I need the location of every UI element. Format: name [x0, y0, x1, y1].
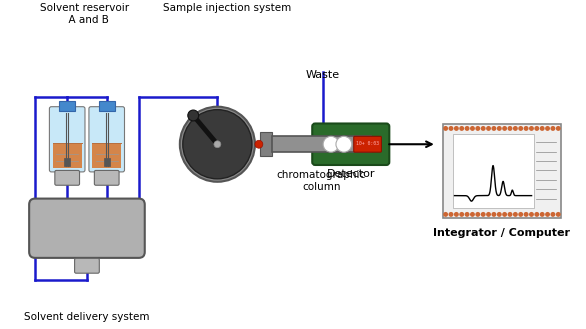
Circle shape: [550, 212, 556, 217]
Circle shape: [534, 126, 539, 131]
FancyBboxPatch shape: [312, 123, 389, 165]
Circle shape: [454, 212, 459, 217]
Circle shape: [183, 110, 252, 179]
Circle shape: [529, 212, 534, 217]
Bar: [59, 101, 75, 111]
Circle shape: [497, 212, 502, 217]
Bar: [104, 158, 110, 166]
Text: chromatographic
column: chromatographic column: [277, 170, 366, 191]
Bar: [64, 158, 70, 166]
FancyBboxPatch shape: [49, 107, 85, 172]
FancyBboxPatch shape: [354, 136, 381, 152]
Text: Sample injection system: Sample injection system: [163, 3, 291, 13]
Bar: [370, 132, 383, 156]
Circle shape: [540, 212, 544, 217]
Circle shape: [524, 212, 529, 217]
Circle shape: [214, 141, 221, 148]
Circle shape: [470, 212, 475, 217]
Circle shape: [513, 212, 518, 217]
Circle shape: [518, 212, 523, 217]
Circle shape: [545, 126, 550, 131]
Circle shape: [502, 126, 507, 131]
Circle shape: [448, 212, 454, 217]
Circle shape: [545, 212, 550, 217]
Text: Integrator / Computer: Integrator / Computer: [434, 228, 570, 238]
Circle shape: [497, 126, 502, 131]
Bar: [93, 143, 121, 168]
Circle shape: [443, 126, 448, 131]
Circle shape: [507, 212, 513, 217]
Circle shape: [323, 136, 339, 152]
Circle shape: [188, 110, 199, 121]
Circle shape: [443, 212, 448, 217]
Text: Detector: Detector: [326, 169, 375, 179]
Circle shape: [465, 126, 469, 131]
Circle shape: [475, 212, 481, 217]
Circle shape: [481, 126, 486, 131]
Circle shape: [556, 126, 561, 131]
FancyBboxPatch shape: [89, 107, 124, 172]
Bar: [452, 134, 534, 209]
Bar: [442, 124, 561, 218]
Circle shape: [529, 126, 534, 131]
Circle shape: [475, 126, 481, 131]
Circle shape: [448, 126, 454, 131]
Circle shape: [255, 140, 263, 148]
FancyBboxPatch shape: [74, 258, 99, 273]
Circle shape: [492, 126, 496, 131]
Circle shape: [550, 126, 556, 131]
FancyBboxPatch shape: [29, 199, 145, 258]
Text: Solvent reservoir
  A and B: Solvent reservoir A and B: [40, 3, 130, 25]
Circle shape: [459, 126, 464, 131]
Circle shape: [470, 126, 475, 131]
Circle shape: [454, 126, 459, 131]
Bar: [53, 143, 81, 168]
FancyBboxPatch shape: [55, 170, 80, 185]
Bar: [99, 101, 115, 111]
Circle shape: [513, 126, 518, 131]
Circle shape: [556, 212, 561, 217]
Circle shape: [481, 212, 486, 217]
Bar: [260, 132, 272, 156]
Circle shape: [486, 126, 491, 131]
Circle shape: [502, 212, 507, 217]
Text: Solvent delivery system: Solvent delivery system: [24, 312, 149, 322]
FancyBboxPatch shape: [94, 170, 119, 185]
Circle shape: [492, 212, 496, 217]
Circle shape: [336, 136, 352, 152]
Circle shape: [518, 126, 523, 131]
Bar: [272, 136, 370, 152]
Text: Waste: Waste: [306, 70, 340, 80]
Text: 10+ 0:03: 10+ 0:03: [356, 141, 379, 146]
Circle shape: [180, 107, 255, 182]
Circle shape: [540, 126, 544, 131]
Circle shape: [524, 126, 529, 131]
Circle shape: [465, 212, 469, 217]
Circle shape: [486, 212, 491, 217]
Circle shape: [459, 212, 464, 217]
Circle shape: [534, 212, 539, 217]
Circle shape: [507, 126, 513, 131]
